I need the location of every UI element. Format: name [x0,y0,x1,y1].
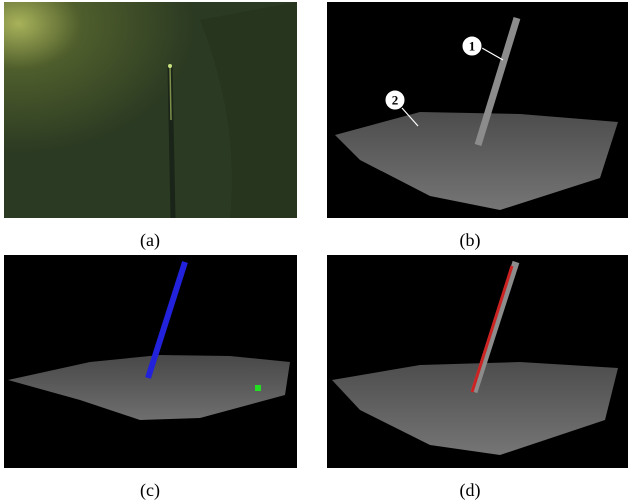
panel-d [327,255,628,468]
figure: (a) 1 2 (b) (c) (d) [0,0,629,502]
point [255,385,261,391]
page: (a) 1 2 (b) (c) (d) (() => { const data … [0,0,629,502]
caption: (b) [460,230,481,251]
caption: (a) [140,230,160,251]
tip [168,64,172,68]
caption: (d) [460,480,481,501]
caption: (c) [140,480,160,501]
panel-b: 1 2 [327,2,628,218]
annotation: 1 [469,39,476,54]
annotation: 2 [392,93,399,108]
rod-highlight [170,66,171,120]
panel-a [4,2,297,218]
panel-c [4,255,297,468]
